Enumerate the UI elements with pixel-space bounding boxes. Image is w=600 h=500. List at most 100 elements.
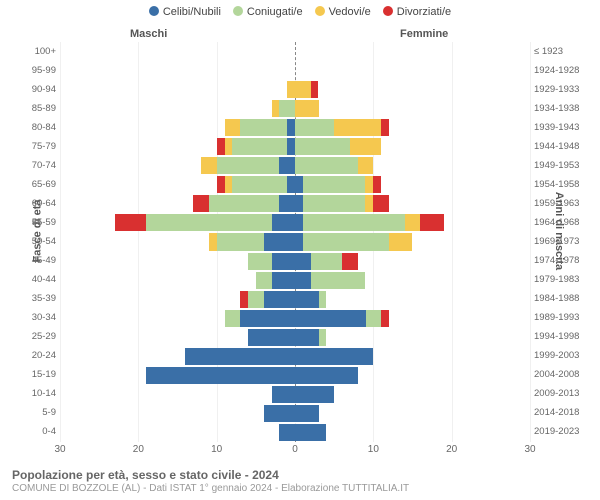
bar-segment-widowed — [365, 195, 373, 212]
female-bar — [295, 100, 319, 117]
bar-segment-married — [303, 233, 389, 250]
male-bar — [201, 157, 295, 174]
bar-segment-married — [225, 310, 241, 327]
male-bar — [217, 138, 295, 155]
male-bar — [225, 310, 295, 327]
age-label: 45-49 — [22, 255, 56, 266]
bar-segment-single — [272, 272, 296, 289]
bar-segment-single — [295, 424, 326, 441]
bar-segment-married — [217, 233, 264, 250]
pyramid-row: 50-541969-1973 — [60, 232, 530, 251]
birth-year-label: 1944-1948 — [534, 141, 600, 152]
bar-segment-divorced — [381, 310, 389, 327]
birth-year-label: 2009-2013 — [534, 388, 600, 399]
bar-segment-single — [264, 405, 295, 422]
male-bar — [272, 386, 296, 403]
birth-year-label: 1959-1963 — [534, 198, 600, 209]
birth-year-label: 1979-1983 — [534, 274, 600, 285]
bar-segment-divorced — [373, 195, 389, 212]
bar-segment-married — [311, 272, 366, 289]
bar-segment-single — [287, 119, 295, 136]
female-bar — [295, 119, 389, 136]
male-bar — [248, 253, 295, 270]
pyramid-row: 55-591964-1968 — [60, 213, 530, 232]
bar-segment-single — [295, 272, 311, 289]
female-bar — [295, 348, 373, 365]
male-bar — [240, 291, 295, 308]
birth-year-label: 1954-1958 — [534, 179, 600, 190]
bar-segment-married — [303, 176, 366, 193]
female-bar — [295, 424, 326, 441]
bar-segment-widowed — [225, 138, 233, 155]
pyramid-row: 60-641959-1963 — [60, 194, 530, 213]
bar-segment-single — [295, 386, 334, 403]
bar-segment-single — [240, 310, 295, 327]
bar-segment-single — [295, 367, 358, 384]
bar-segment-single — [279, 195, 295, 212]
legend-label: Coniugati/e — [247, 6, 303, 18]
bar-segment-divorced — [115, 214, 146, 231]
birth-year-label: 1984-1988 — [534, 293, 600, 304]
bar-segment-widowed — [272, 100, 280, 117]
footer-title: Popolazione per età, sesso e stato civil… — [12, 468, 588, 482]
birth-year-label: 2014-2018 — [534, 407, 600, 418]
bar-segment-married — [232, 176, 287, 193]
x-tick-label: 0 — [292, 444, 298, 455]
bar-segment-single — [146, 367, 295, 384]
birth-year-label: 1999-2003 — [534, 350, 600, 361]
legend: Celibi/NubiliConiugati/eVedovi/eDivorzia… — [0, 6, 600, 18]
age-label: 50-54 — [22, 236, 56, 247]
age-label: 80-84 — [22, 122, 56, 133]
x-tick-label: 30 — [524, 444, 535, 455]
birth-year-label: 1949-1953 — [534, 160, 600, 171]
bar-segment-married — [217, 157, 280, 174]
age-label: 30-34 — [22, 312, 56, 323]
birth-year-label: 2004-2008 — [534, 369, 600, 380]
bar-segment-divorced — [311, 81, 319, 98]
x-tick-label: 10 — [211, 444, 222, 455]
male-bar — [115, 214, 295, 231]
x-tick-label: 30 — [54, 444, 65, 455]
pyramid-row: 70-741949-1953 — [60, 156, 530, 175]
y-axis-label-left: Fasce di età — [31, 200, 43, 263]
pyramid-row: 85-891934-1938 — [60, 99, 530, 118]
bar-segment-married — [279, 100, 295, 117]
bar-segment-divorced — [193, 195, 209, 212]
age-label: 65-69 — [22, 179, 56, 190]
female-bar — [295, 81, 318, 98]
bar-segment-single — [264, 291, 295, 308]
age-label: 55-59 — [22, 217, 56, 228]
female-bar — [295, 176, 381, 193]
age-label: 10-14 — [22, 388, 56, 399]
age-label: 20-24 — [22, 350, 56, 361]
female-bar — [295, 157, 373, 174]
bar-segment-widowed — [405, 214, 421, 231]
bar-segment-married — [240, 119, 287, 136]
age-label: 35-39 — [22, 293, 56, 304]
birth-year-label: 1964-1968 — [534, 217, 600, 228]
legend-swatch — [383, 6, 393, 16]
bar-segment-single — [295, 233, 303, 250]
bar-segment-single — [295, 329, 319, 346]
male-bar — [146, 367, 295, 384]
bar-segment-married — [366, 310, 382, 327]
pyramid-row: 20-241999-2003 — [60, 347, 530, 366]
bar-segment-divorced — [381, 119, 389, 136]
bar-segment-married — [295, 138, 350, 155]
female-bar — [295, 367, 358, 384]
bar-segment-married — [146, 214, 271, 231]
bar-segment-single — [295, 310, 366, 327]
birth-year-label: 2019-2023 — [534, 426, 600, 437]
female-bar — [295, 272, 365, 289]
chart-footer: Popolazione per età, sesso e stato civil… — [12, 468, 588, 494]
bar-segment-married — [319, 291, 327, 308]
female-header: Femmine — [400, 28, 448, 40]
birth-year-label: 1969-1973 — [534, 236, 600, 247]
bar-segment-single — [295, 291, 319, 308]
bar-segment-widowed — [225, 176, 233, 193]
male-bar — [185, 348, 295, 365]
bar-segment-divorced — [217, 176, 225, 193]
pyramid-row: 25-291994-1998 — [60, 328, 530, 347]
bar-segment-single — [272, 253, 296, 270]
x-axis: 3020100102030 — [60, 444, 530, 460]
